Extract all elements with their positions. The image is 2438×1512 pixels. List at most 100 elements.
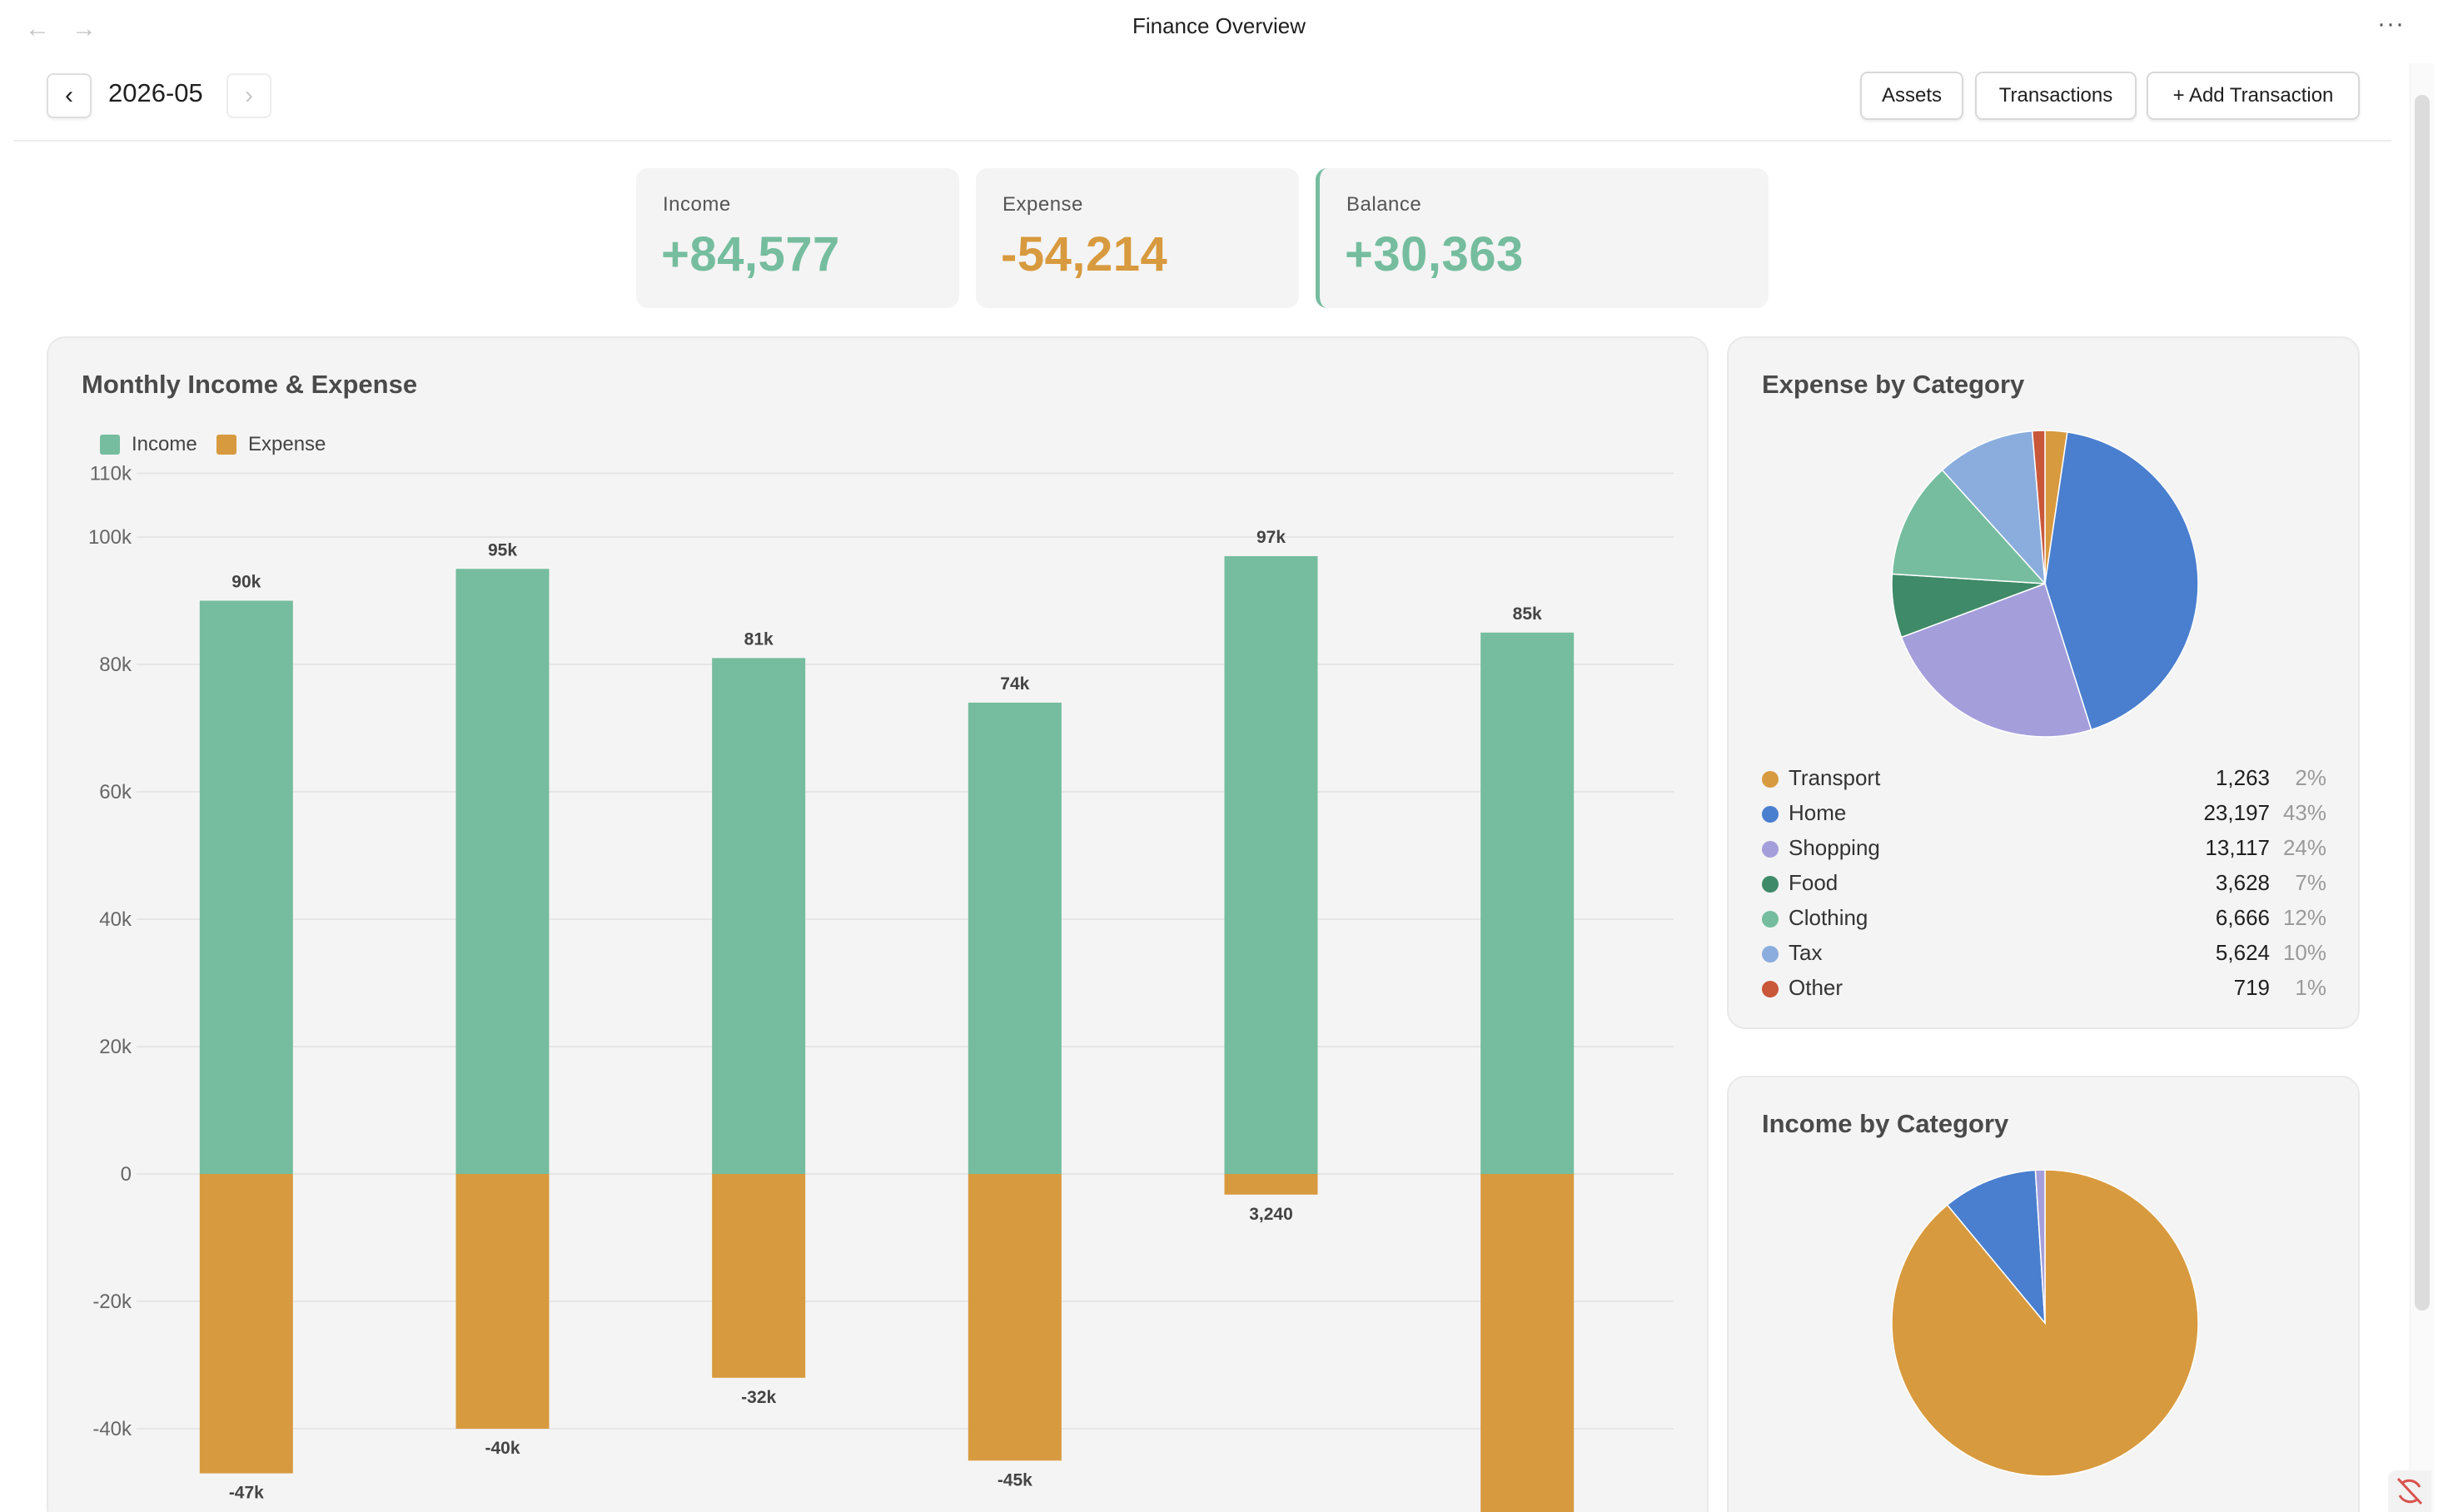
title-bar: ← → Finance Overview ··· [0, 0, 2438, 58]
income-bar-label: 90k [231, 573, 261, 592]
balance-value: +30,363 [1345, 227, 1524, 281]
legend-percent: 12% [2282, 905, 2326, 930]
income-bar-label: 85k [1513, 604, 1542, 624]
legend-percent: 10% [2282, 940, 2326, 965]
more-options-icon[interactable]: ··· [2377, 10, 2405, 37]
balance-summary-card: Balance +30,363 [1316, 168, 1769, 308]
legend-category-name: Other [1789, 975, 1843, 1000]
toolbar: ‹ 2026-05 › Assets Transactions + Add Tr… [13, 58, 2391, 142]
y-tick-label: -40k [92, 1418, 132, 1440]
legend-amount: 3,628 [2215, 870, 2270, 895]
legend-amount: 1,263 [2215, 765, 2270, 790]
income-bar-label: 81k [744, 629, 774, 649]
pie-slice[interactable] [2034, 1169, 2046, 1324]
legend-color-dot [1762, 946, 1779, 962]
legend-item-other[interactable]: Other 719 1% [1762, 971, 2326, 1004]
legend-income-label[interactable]: Income [132, 433, 197, 455]
expense-bar[interactable] [1480, 1174, 1575, 1512]
legend-expense-label[interactable]: Expense [248, 433, 326, 455]
legend-item-home[interactable]: Home 23,197 43% [1762, 796, 2326, 829]
income-bar[interactable] [968, 702, 1062, 1174]
legend-item-tax[interactable]: Tax 5,624 10% [1762, 936, 2326, 969]
y-tick-label: 100k [88, 526, 132, 549]
income-bar[interactable] [199, 600, 293, 1175]
expense-label: Expense [1003, 193, 1083, 216]
y-tick-label: 0 [121, 1163, 132, 1186]
legend-amount: 13,117 [2205, 835, 2270, 860]
legend-color-dot [1762, 806, 1779, 823]
legend-percent: 2% [2295, 765, 2326, 790]
pie-slice-clothing[interactable] [1891, 469, 2047, 584]
expense-category-title: Expense by Category [1762, 370, 2025, 399]
expense-bar[interactable] [199, 1174, 293, 1474]
income-bar[interactable] [1224, 555, 1318, 1174]
y-tick-label: 20k [99, 1036, 132, 1058]
income-label: Income [663, 193, 731, 216]
legend-percent: 7% [2295, 870, 2326, 895]
income-value: +84,577 [661, 227, 840, 281]
expense-value: -54,214 [1001, 227, 1168, 281]
income-bar-label: 74k [1000, 674, 1029, 694]
legend-percent: 1% [2295, 975, 2326, 1000]
income-category-panel: Income by Category [1727, 1076, 2360, 1512]
expense-bar[interactable] [1224, 1174, 1318, 1195]
forward-arrow-icon[interactable]: → [72, 15, 97, 42]
y-tick-label: -20k [92, 1291, 132, 1313]
legend-category-name: Food [1789, 870, 1838, 895]
y-tick-label: 60k [99, 781, 132, 803]
sync-off-icon[interactable] [2388, 1470, 2431, 1512]
expense-summary-card: Expense -54,214 [976, 168, 1299, 308]
legend-item-shopping[interactable]: Shopping 13,117 24% [1762, 831, 2326, 864]
legend-item-food[interactable]: Food 3,628 7% [1762, 866, 2326, 899]
expense-bar-label: -32k [741, 1388, 776, 1407]
legend-amount: 6,666 [2215, 905, 2270, 930]
income-bar[interactable] [712, 658, 806, 1174]
income-bar[interactable] [1480, 632, 1575, 1174]
income-bar-label: 97k [1256, 528, 1286, 547]
legend-income-swatch [100, 435, 120, 455]
legend-amount: 719 [2233, 975, 2270, 1000]
legend-expense-swatch [216, 435, 236, 455]
expense-bar[interactable] [455, 1174, 550, 1429]
legend-color-dot [1762, 771, 1779, 788]
balance-label: Balance [1346, 193, 1422, 216]
expense-bar[interactable] [712, 1174, 806, 1378]
legend-item-clothing[interactable]: Clothing 6,666 12% [1762, 901, 2326, 934]
add-transaction-button[interactable]: + Add Transaction [2147, 72, 2360, 120]
expense-bar-label: 3,240 [1249, 1205, 1293, 1224]
back-arrow-icon[interactable]: ← [25, 15, 50, 42]
legend-category-name: Shopping [1789, 835, 1880, 860]
monthly-chart-title: Monthly Income & Expense [82, 370, 418, 399]
expense-category-panel: Expense by Category Transport 1,263 2% Home… [1727, 336, 2360, 1029]
expense-pie-chart [1891, 430, 2199, 738]
legend-percent: 43% [2282, 800, 2326, 825]
transactions-button[interactable]: Transactions [1975, 72, 2137, 120]
legend-color-dot [1762, 981, 1779, 997]
legend-percent: 24% [2282, 835, 2326, 860]
legend-category-name: Home [1789, 800, 1847, 825]
pie-slice-shopping[interactable] [1900, 583, 2092, 738]
assets-button[interactable]: Assets [1860, 72, 1963, 120]
legend-item-transport[interactable]: Transport 1,263 2% [1762, 761, 2326, 794]
legend-color-dot [1762, 911, 1779, 928]
expense-bar[interactable] [968, 1174, 1062, 1461]
previous-month-button[interactable]: ‹ [47, 73, 92, 118]
legend-amount: 23,197 [2203, 800, 2270, 825]
legend-color-dot [1762, 876, 1779, 893]
pie-slice[interactable] [1946, 1169, 2046, 1325]
expense-bar-label: -47k [229, 1484, 264, 1503]
scrollbar-thumb[interactable] [2415, 95, 2430, 1311]
income-bar-label: 95k [488, 540, 517, 560]
next-month-button[interactable]: › [226, 73, 271, 118]
income-bar[interactable] [455, 569, 550, 1174]
expense-bar-label: -40k [485, 1439, 520, 1458]
window-title: Finance Overview [1132, 13, 1306, 38]
income-summary-card: Income +84,577 [636, 168, 959, 308]
y-tick-label: 80k [99, 654, 132, 676]
legend-color-dot [1762, 841, 1779, 858]
pie-slice-tax[interactable] [1941, 430, 2046, 586]
pie-slice-home[interactable] [2044, 431, 2199, 731]
legend-category-name: Tax [1789, 940, 1823, 965]
monthly-bar-chart: 110k 100k 80k 60k 40k 20k 0 -20k -40k 90k 95k 81k 74… [88, 463, 1674, 1512]
pie-slice-other[interactable] [2031, 430, 2046, 584]
